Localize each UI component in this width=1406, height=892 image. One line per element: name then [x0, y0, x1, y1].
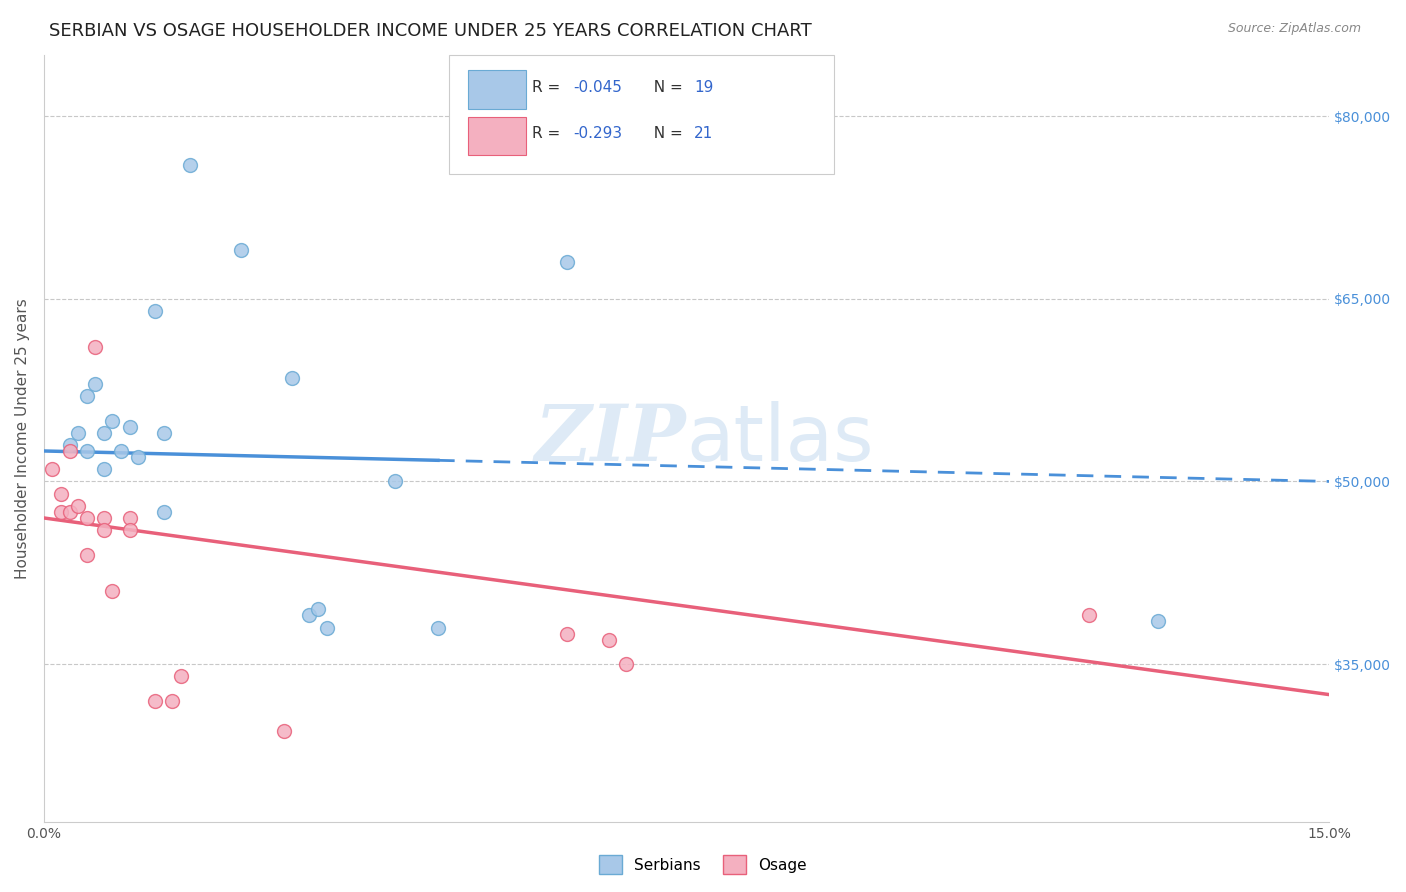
Point — [298, 608, 321, 623]
Text: N =: N = — [644, 80, 688, 95]
Text: atlas: atlas — [686, 401, 875, 477]
Text: Source: ZipAtlas.com: Source: ZipAtlas.com — [1227, 22, 1361, 36]
Legend: Serbians, Osage: Serbians, Osage — [593, 849, 813, 880]
Point — [118, 511, 141, 525]
Point — [162, 693, 184, 707]
Point — [118, 523, 141, 537]
Point — [58, 505, 80, 519]
Point — [118, 419, 141, 434]
Point — [58, 438, 80, 452]
Point — [76, 444, 98, 458]
Point — [384, 475, 406, 489]
Text: 19: 19 — [695, 80, 713, 95]
Point — [616, 657, 638, 672]
Point — [273, 724, 295, 739]
Text: -0.293: -0.293 — [574, 126, 623, 141]
Y-axis label: Householder Income Under 25 years: Householder Income Under 25 years — [15, 299, 30, 579]
Point — [84, 341, 107, 355]
Point — [76, 389, 98, 403]
Text: ZIP: ZIP — [534, 401, 686, 477]
Point — [93, 462, 115, 476]
Point — [153, 425, 176, 440]
Point — [1078, 608, 1101, 623]
Point — [307, 602, 329, 616]
Point — [598, 632, 620, 647]
Point — [315, 621, 337, 635]
Point — [101, 413, 124, 427]
Point — [93, 425, 115, 440]
Point — [49, 486, 72, 500]
Text: -0.045: -0.045 — [574, 80, 623, 95]
Point — [143, 693, 166, 707]
FancyBboxPatch shape — [468, 117, 526, 155]
Text: R =: R = — [533, 126, 565, 141]
Point — [143, 304, 166, 318]
FancyBboxPatch shape — [449, 55, 834, 174]
Point — [153, 505, 176, 519]
Point — [67, 425, 90, 440]
Point — [93, 523, 115, 537]
Text: R =: R = — [533, 80, 565, 95]
Point — [170, 669, 193, 683]
Point — [555, 626, 578, 640]
Point — [1146, 615, 1168, 629]
Point — [49, 505, 72, 519]
Point — [281, 371, 304, 385]
Point — [179, 158, 201, 172]
Point — [58, 444, 80, 458]
Point — [76, 511, 98, 525]
Point — [427, 621, 450, 635]
Point — [67, 499, 90, 513]
FancyBboxPatch shape — [468, 70, 526, 109]
Point — [229, 243, 252, 257]
Point — [93, 511, 115, 525]
Point — [110, 444, 132, 458]
Text: N =: N = — [644, 126, 688, 141]
Point — [76, 548, 98, 562]
Text: 21: 21 — [695, 126, 713, 141]
Point — [555, 255, 578, 269]
Point — [127, 450, 149, 464]
Point — [41, 462, 63, 476]
Point — [101, 584, 124, 599]
Text: SERBIAN VS OSAGE HOUSEHOLDER INCOME UNDER 25 YEARS CORRELATION CHART: SERBIAN VS OSAGE HOUSEHOLDER INCOME UNDE… — [49, 22, 811, 40]
Point — [84, 376, 107, 391]
